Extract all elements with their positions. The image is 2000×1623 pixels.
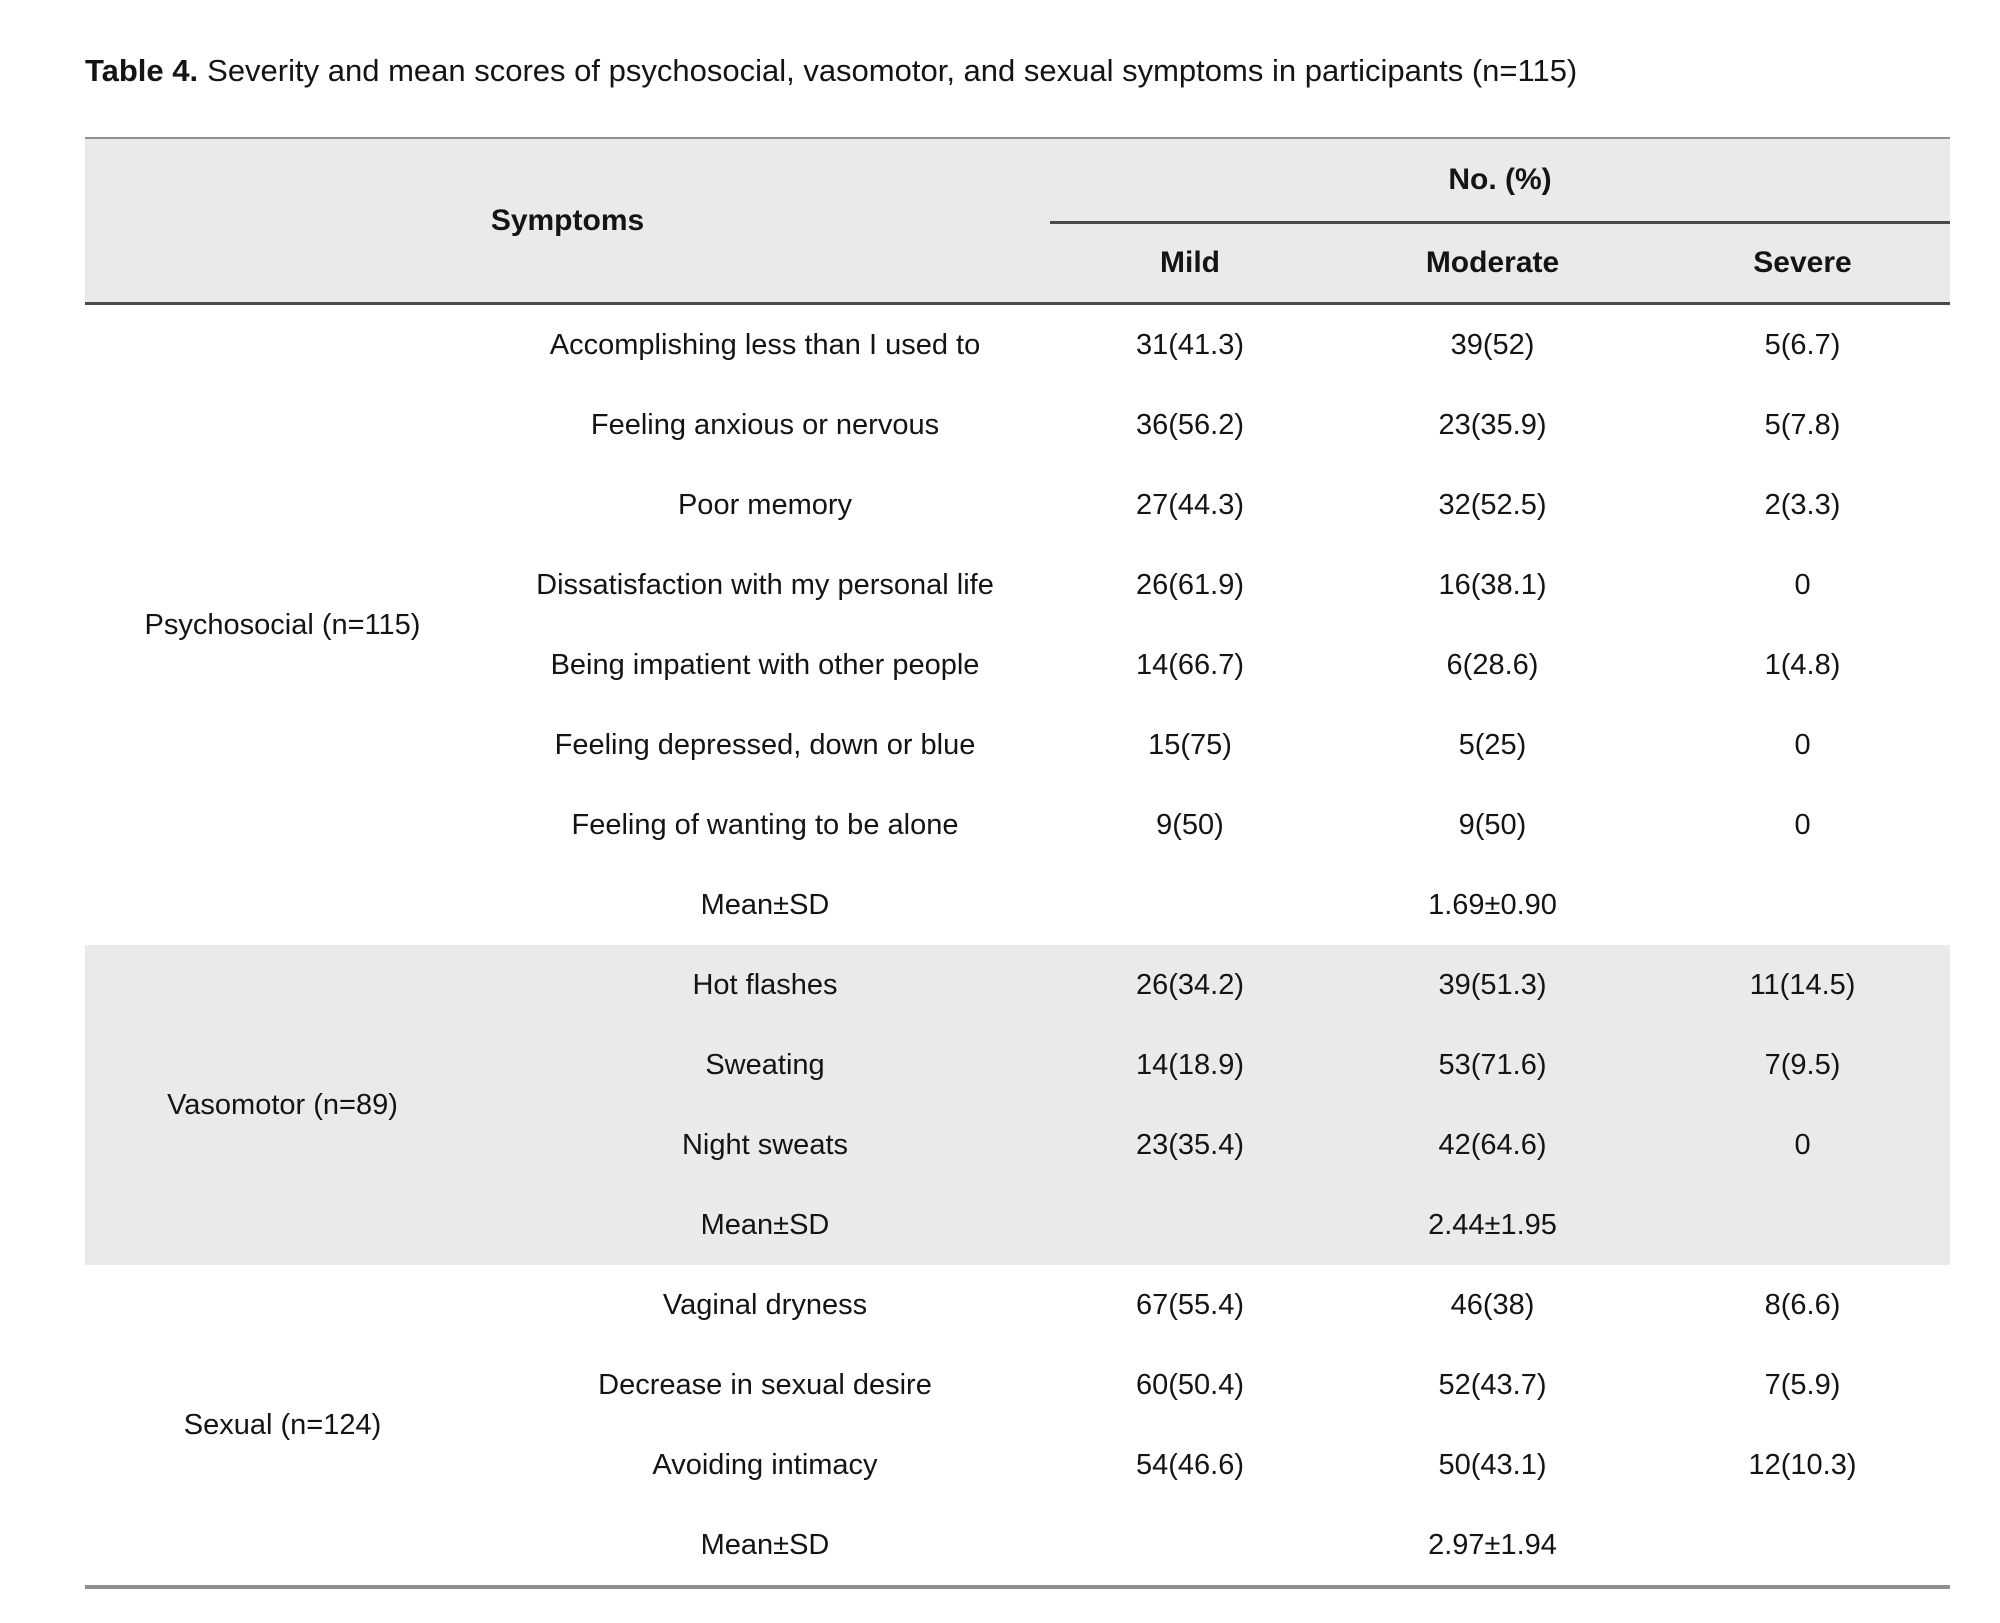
symptom-cell: Mean±SD — [480, 1505, 1050, 1587]
moderate-cell: 6(28.6) — [1330, 625, 1655, 705]
mild-cell: 26(34.2) — [1050, 945, 1330, 1025]
mild-cell — [1050, 865, 1330, 945]
table-row: Poor memory 27(44.3) 32(52.5) 2(3.3) — [85, 465, 1951, 545]
moderate-cell: 39(52) — [1330, 303, 1655, 385]
symptom-cell: Poor memory — [480, 465, 1050, 545]
mild-cell: 54(46.6) — [1050, 1425, 1330, 1505]
table-row: Feeling depressed, down or blue 15(75) 5… — [85, 705, 1951, 785]
table-row: Feeling of wanting to be alone 9(50) 9(5… — [85, 785, 1951, 865]
mild-cell: 23(35.4) — [1050, 1105, 1330, 1185]
mild-cell: 27(44.3) — [1050, 465, 1330, 545]
symptom-cell: Hot flashes — [480, 945, 1050, 1025]
header-severe: Severe — [1655, 222, 1951, 305]
table-row: Vasomotor (n=89) Hot flashes 26(34.2) 39… — [85, 945, 1951, 1265]
table-row: Sweating 14(18.9) 53(71.6) 7(9.5) — [85, 1025, 1951, 1105]
group-label-vasomotor: Vasomotor (n=89) — [85, 945, 480, 1265]
mild-cell: 26(61.9) — [1050, 545, 1330, 625]
severe-cell: 8(6.6) — [1655, 1265, 1951, 1345]
mild-cell: 60(50.4) — [1050, 1345, 1330, 1425]
symptom-cell: Night sweats — [480, 1105, 1050, 1185]
mild-cell: 14(18.9) — [1050, 1025, 1330, 1105]
table-caption: Table 4. Severity and mean scores of psyc… — [85, 52, 1950, 89]
group-label-sexual: Sexual (n=124) — [85, 1265, 480, 1587]
symptom-cell: Being impatient with other people — [480, 625, 1050, 705]
symptom-cell: Mean±SD — [480, 1185, 1050, 1265]
mild-cell: 15(75) — [1050, 705, 1330, 785]
symptom-cell: Sweating — [480, 1025, 1050, 1105]
moderate-cell: 32(52.5) — [1330, 465, 1655, 545]
table-row: Avoiding intimacy 54(46.6) 50(43.1) 12(1… — [85, 1425, 1951, 1505]
moderate-cell: 16(38.1) — [1330, 545, 1655, 625]
mild-cell: 67(55.4) — [1050, 1265, 1330, 1345]
mild-cell: 14(66.7) — [1050, 625, 1330, 705]
severe-cell — [1655, 865, 1951, 945]
table-row: Sexual (n=124) Vaginal dryness 67(55.4) … — [85, 1265, 1951, 1587]
severe-cell: 0 — [1655, 545, 1951, 625]
severe-cell: 1(4.8) — [1655, 625, 1951, 705]
severity-table: Symptoms No. (%) Mild Moderate Severe Ps… — [85, 137, 1951, 1589]
table-header: Symptoms No. (%) Mild Moderate Severe — [85, 138, 1951, 305]
severe-cell — [1655, 1505, 1951, 1587]
severe-cell: 5(7.8) — [1655, 385, 1951, 465]
symptom-cell: Accomplishing less than I used to — [480, 303, 1050, 385]
header-symptoms: Symptoms — [85, 138, 1050, 305]
symptom-cell: Feeling depressed, down or blue — [480, 705, 1050, 785]
table-row-mean: Mean±SD 2.97±1.94 — [85, 1505, 1951, 1587]
symptom-cell: Avoiding intimacy — [480, 1425, 1050, 1505]
mild-cell: 9(50) — [1050, 785, 1330, 865]
severe-cell: 0 — [1655, 1105, 1951, 1185]
symptom-cell: Vaginal dryness — [480, 1265, 1050, 1345]
severe-cell: 2(3.3) — [1655, 465, 1951, 545]
moderate-cell: 1.69±0.90 — [1330, 865, 1655, 945]
severe-cell: 7(9.5) — [1655, 1025, 1951, 1105]
moderate-cell: 5(25) — [1330, 705, 1655, 785]
table-row: Dissatisfaction with my personal life 26… — [85, 545, 1951, 625]
severe-cell: 11(14.5) — [1655, 945, 1951, 1025]
symptom-cell: Decrease in sexual desire — [480, 1345, 1050, 1425]
table-row: Feeling anxious or nervous 36(56.2) 23(3… — [85, 385, 1951, 465]
mild-cell: 31(41.3) — [1050, 303, 1330, 385]
table-row-mean: Mean±SD 1.69±0.90 — [85, 865, 1951, 945]
moderate-cell: 50(43.1) — [1330, 1425, 1655, 1505]
symptom-cell: Mean±SD — [480, 865, 1050, 945]
header-moderate: Moderate — [1330, 222, 1655, 305]
moderate-cell: 42(64.6) — [1330, 1105, 1655, 1185]
severe-cell: 0 — [1655, 785, 1951, 865]
moderate-cell: 9(50) — [1330, 785, 1655, 865]
table-caption-label: Table 4. — [85, 53, 199, 88]
header-mild: Mild — [1050, 222, 1330, 305]
moderate-cell: 39(51.3) — [1330, 945, 1655, 1025]
symptom-cell: Feeling of wanting to be alone — [480, 785, 1050, 865]
moderate-cell: 2.44±1.95 — [1330, 1185, 1655, 1265]
symptom-cell: Feeling anxious or nervous — [480, 385, 1050, 465]
moderate-cell: 46(38) — [1330, 1265, 1655, 1345]
severe-cell — [1655, 1185, 1951, 1265]
severe-cell: 5(6.7) — [1655, 303, 1951, 385]
group-label-psychosocial: Psychosocial (n=115) — [85, 303, 480, 945]
severe-cell: 12(10.3) — [1655, 1425, 1951, 1505]
moderate-cell: 53(71.6) — [1330, 1025, 1655, 1105]
moderate-cell: 52(43.7) — [1330, 1345, 1655, 1425]
mild-cell: 36(56.2) — [1050, 385, 1330, 465]
header-no-percent: No. (%) — [1050, 138, 1951, 224]
table-row-mean: Mean±SD 2.44±1.95 — [85, 1185, 1951, 1265]
table-caption-text: Severity and mean scores of psychosocial… — [207, 53, 1578, 88]
mild-cell — [1050, 1185, 1330, 1265]
table-row: Being impatient with other people 14(66.… — [85, 625, 1951, 705]
table-row: Decrease in sexual desire 60(50.4) 52(43… — [85, 1345, 1951, 1425]
moderate-cell: 23(35.9) — [1330, 385, 1655, 465]
symptom-cell: Dissatisfaction with my personal life — [480, 545, 1050, 625]
mild-cell — [1050, 1505, 1330, 1587]
moderate-cell: 2.97±1.94 — [1330, 1505, 1655, 1587]
table-row: Psychosocial (n=115) Accomplishing less … — [85, 303, 1951, 945]
severe-cell: 7(5.9) — [1655, 1345, 1951, 1425]
table-row: Night sweats 23(35.4) 42(64.6) 0 — [85, 1105, 1951, 1185]
severe-cell: 0 — [1655, 705, 1951, 785]
